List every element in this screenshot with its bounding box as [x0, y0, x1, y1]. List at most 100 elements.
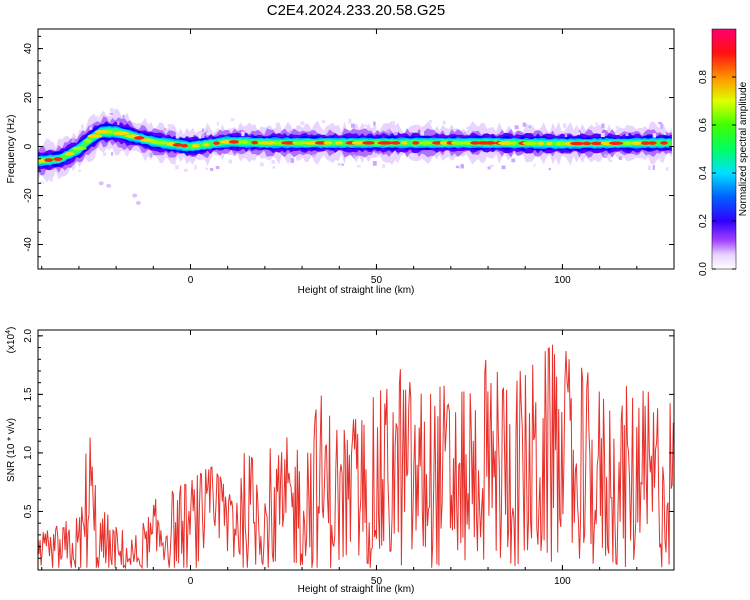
- ridge-peak: [510, 141, 518, 145]
- noise-speck: [275, 122, 280, 127]
- noise-speck: [97, 118, 102, 122]
- noise-speck: [124, 150, 129, 156]
- noise-speck: [511, 158, 516, 163]
- y-tick-label: -20: [23, 188, 34, 203]
- y-tick-label: 40: [23, 43, 34, 55]
- noise-speck: [393, 131, 398, 136]
- ridge-peak: [153, 140, 168, 145]
- noise-speck: [658, 121, 662, 125]
- ridge-peak: [172, 143, 183, 147]
- noise-speck: [466, 126, 469, 130]
- noise-speck: [201, 134, 205, 138]
- ridge-peak: [623, 141, 632, 145]
- ridge-peak: [537, 141, 544, 146]
- ridge-peak: [419, 141, 432, 145]
- noise-speck: [664, 132, 667, 135]
- ridge-peak: [281, 141, 297, 145]
- noise-speck: [290, 158, 295, 163]
- noise-speck: [489, 164, 494, 168]
- ridge-peak: [335, 141, 343, 145]
- noise-speck: [49, 177, 53, 182]
- ridge-peak: [351, 141, 366, 145]
- colorbar: 0.0 0.2 0.4 0.6 0.8 Normalized spectral ampl…: [698, 28, 749, 276]
- noise-speck: [216, 128, 219, 132]
- snr-x-ticks: 0 50 100: [41, 330, 675, 587]
- ridge-peak: [590, 141, 603, 146]
- noise-speck: [272, 166, 276, 169]
- ridge-peak: [94, 130, 110, 134]
- noise-speck: [189, 132, 194, 137]
- noise-speck: [122, 114, 125, 119]
- noise-speck: [615, 126, 619, 130]
- ridge-peak: [377, 141, 394, 145]
- colorbar-tick-label: 0.4: [698, 166, 709, 180]
- noise-speck: [322, 120, 326, 123]
- ridge-peak: [631, 141, 642, 145]
- colorbar-ticks: 0.0 0.2 0.4 0.6 0.8: [698, 70, 736, 276]
- snr-scale-close: ): [6, 327, 17, 330]
- noise-speck: [394, 127, 398, 131]
- noise-speck: [348, 118, 352, 124]
- spectrogram-frame: [37, 28, 675, 270]
- noise-speck: [266, 156, 271, 161]
- ridge-peak: [202, 142, 210, 147]
- ridge-peak: [113, 131, 130, 136]
- noise-speck: [89, 127, 92, 130]
- snr-frame: [37, 329, 675, 571]
- noise-speck: [487, 166, 491, 170]
- colorbar-tick-label: 0.2: [698, 214, 709, 228]
- ridge-peak: [274, 141, 283, 145]
- ridge-peak: [522, 141, 538, 146]
- noise-speck: [562, 123, 567, 128]
- ridge-peak: [582, 141, 591, 146]
- ridge-peak: [238, 140, 249, 144]
- colorbar-tick-label: 0.8: [698, 70, 709, 84]
- ridge-peak: [44, 158, 54, 162]
- noise-speck: [216, 121, 219, 126]
- figure-title: C2E4.2024.233.20.58.G25: [267, 2, 445, 19]
- noise-speck: [428, 120, 432, 124]
- noise-speck: [109, 112, 113, 115]
- noise-speck: [109, 108, 114, 112]
- ridge-peak: [569, 141, 585, 146]
- noise-speck: [163, 128, 167, 131]
- ridge-peak: [546, 141, 553, 146]
- noise-speck: [312, 154, 316, 157]
- x-tick-label: 100: [554, 275, 571, 286]
- noise-speck: [372, 125, 377, 131]
- noise-speck: [181, 156, 185, 159]
- x-tick-label: 100: [554, 576, 571, 587]
- ridge-peak: [84, 139, 92, 143]
- noise-speck: [514, 125, 519, 130]
- y-tick-label: 2.0: [23, 328, 34, 342]
- x-tick-label: 0: [188, 275, 194, 286]
- noise-speck: [608, 159, 613, 163]
- noise-speck: [618, 156, 622, 161]
- noise-speck: [117, 121, 120, 125]
- noise-speck: [396, 157, 400, 162]
- ridge-peak: [260, 141, 277, 145]
- noise-speck: [646, 154, 651, 157]
- noise-speck: [201, 128, 204, 132]
- ridge-peak: [180, 143, 188, 148]
- noise-speck: [576, 128, 579, 132]
- noise-speck: [215, 166, 220, 169]
- noise-speck: [564, 133, 568, 138]
- ridge-peak: [450, 141, 465, 145]
- noise-speck: [615, 132, 618, 136]
- noise-speck: [149, 152, 153, 158]
- noise-speck: [111, 110, 115, 114]
- colorbar-label: Normalized spectral amplitude: [738, 81, 749, 216]
- noise-speck: [78, 169, 81, 173]
- noise-speck: [337, 162, 341, 166]
- noise-speck: [341, 163, 344, 166]
- ridge-peak: [485, 141, 496, 145]
- noise-speck: [198, 134, 202, 139]
- ridge-peak: [228, 140, 240, 144]
- noise-speck: [206, 131, 211, 136]
- noise-speck: [177, 132, 182, 136]
- y-tick-label: 20: [23, 92, 34, 104]
- noise-speck: [442, 120, 446, 125]
- noise-speck: [548, 167, 551, 171]
- x-tick-label: 0: [188, 576, 194, 587]
